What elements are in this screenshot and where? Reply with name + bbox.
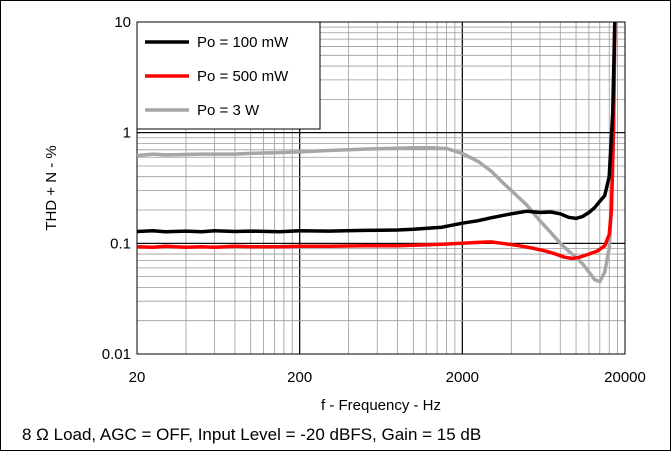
y-tick-label: 1	[123, 125, 131, 142]
plot-area	[136, 21, 626, 355]
legend: Po = 100 mW Po = 500 mW Po = 3 W	[136, 21, 321, 130]
legend-label: Po = 500 mW	[197, 68, 289, 85]
grid	[136, 21, 626, 355]
series-line-1	[136, 21, 617, 234]
x-axis-label: f - Frequency - Hz	[321, 397, 441, 414]
x-tick-label: 200	[287, 369, 312, 386]
tick-labels: 20 200 2000 20000 0.01 0.1 1 10	[102, 14, 646, 386]
test-conditions-caption: 8 Ω Load, AGC = OFF, Input Level = -20 d…	[22, 425, 482, 444]
x-tick-label: 20	[129, 369, 146, 386]
legend-label: Po = 3 W	[197, 102, 260, 119]
x-tick-label: 20000	[604, 369, 646, 386]
y-axis-label: THD + N - %	[43, 145, 60, 230]
y-tick-label: 0.1	[110, 235, 131, 252]
series-line-3	[136, 21, 617, 284]
x-tick-label: 2000	[446, 369, 479, 386]
series-group	[136, 21, 617, 284]
y-tick-label: 0.01	[102, 346, 131, 363]
legend-label: Po = 100 mW	[197, 34, 289, 51]
series-line-2	[136, 21, 617, 261]
y-tick-label: 10	[114, 14, 131, 31]
